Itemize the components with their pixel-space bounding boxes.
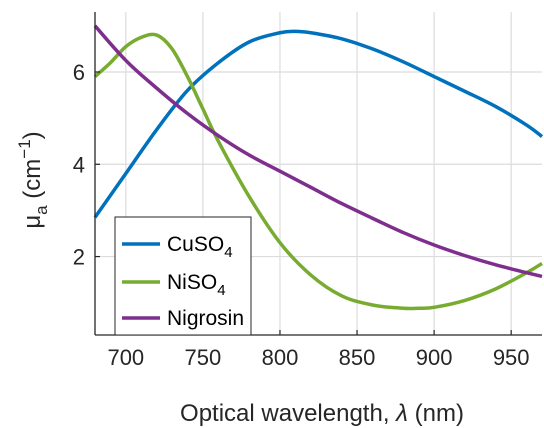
x-tick-label: 950 [493, 345, 530, 370]
y-tick-label: 6 [73, 60, 85, 85]
y-tick-label: 4 [73, 152, 85, 177]
x-axis-label: Optical wavelength, λ (nm) [180, 400, 464, 427]
series-line-nigrosin [93, 24, 543, 279]
tick-labels: 700 750 800 850 900 950 2 4 6 [73, 60, 530, 370]
x-tick-label: 750 [185, 345, 222, 370]
x-tick-label: 700 [107, 345, 144, 370]
legend-label-nigrosin: Nigrosin [167, 307, 244, 330]
x-tick-label: 900 [416, 345, 453, 370]
y-tick-label: 2 [73, 245, 85, 270]
legend-label-niso4: NiSO4 [167, 271, 226, 299]
legend-box [114, 216, 252, 336]
y-axis-label: μa (cm−1) [15, 131, 51, 228]
series-line-cuso4 [93, 29, 544, 219]
series-line-niso4 [93, 32, 543, 311]
x-tick-label: 850 [339, 345, 376, 370]
series-lines [93, 24, 544, 311]
x-tick-label: 800 [262, 345, 299, 370]
legend-label-cuso4: CuSO4 [167, 233, 233, 261]
legend: CuSO4 NiSO4 Nigrosin [114, 216, 252, 336]
